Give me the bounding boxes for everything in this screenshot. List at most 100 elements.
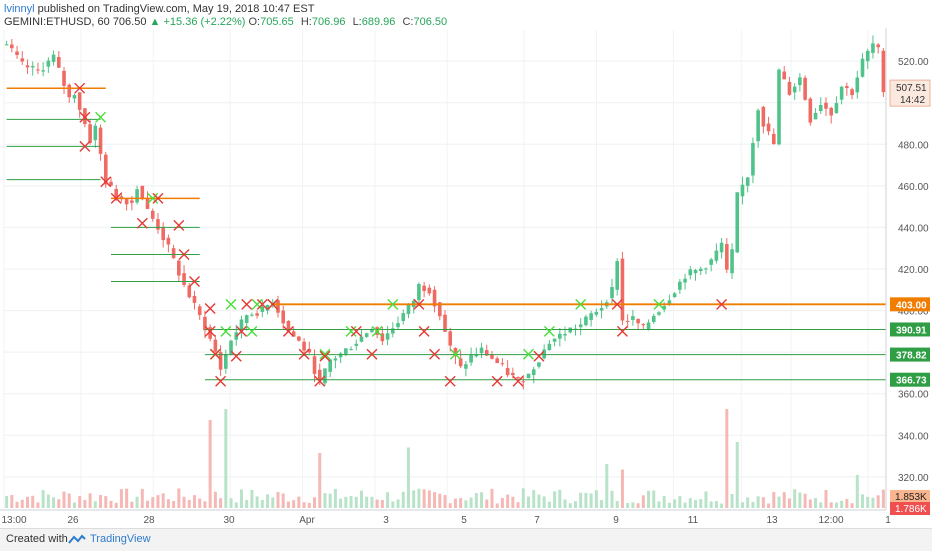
- volume-bar: [787, 498, 791, 508]
- time-tick-label: 12:00: [818, 515, 843, 526]
- candle-body: [511, 372, 515, 376]
- candle-body: [448, 331, 453, 346]
- red-x-mark: [611, 298, 623, 310]
- volume-bar: [104, 496, 108, 508]
- candle-body: [30, 66, 35, 68]
- volume-bar: [756, 496, 760, 508]
- volume-bar: [777, 496, 781, 508]
- volume-bar: [318, 453, 322, 508]
- candle-body: [505, 368, 510, 376]
- volume-bar: [292, 500, 296, 508]
- price-tick-label: 340.00: [898, 431, 929, 442]
- volume-bar: [161, 493, 165, 508]
- candle-body: [364, 333, 369, 337]
- price-chart[interactable]: 320.00340.00360.00380.00400.00420.00440.…: [0, 28, 932, 528]
- candle-body: [344, 348, 348, 355]
- candle-body: [276, 300, 280, 313]
- green-x-mark: [653, 298, 665, 310]
- volume-bar: [735, 442, 739, 508]
- candle-body: [636, 318, 640, 324]
- volume-bar: [803, 493, 807, 508]
- volume-bar: [266, 494, 270, 508]
- volume-bar: [579, 492, 583, 508]
- open-value: 705.65: [260, 16, 294, 28]
- author-link[interactable]: lvinnyl: [4, 3, 35, 15]
- volume-bar: [464, 500, 468, 508]
- candle-body: [25, 65, 30, 68]
- red-x-mark: [267, 298, 279, 310]
- high-label: H:: [300, 16, 312, 28]
- red-x-mark: [110, 192, 122, 204]
- red-x-mark: [230, 350, 242, 362]
- candle-body: [114, 188, 119, 200]
- volume-bar: [427, 490, 431, 508]
- candle-body: [244, 315, 249, 324]
- candle-body: [657, 312, 661, 315]
- volume-bar: [876, 495, 880, 508]
- candle-body: [803, 77, 807, 100]
- candle-body: [328, 359, 332, 372]
- volume-bar: [46, 494, 50, 508]
- volume-bar: [761, 497, 765, 508]
- red-x-mark: [319, 350, 331, 362]
- volume-bar: [78, 495, 82, 508]
- volume-bar: [647, 490, 651, 508]
- volume-bar: [725, 409, 729, 508]
- candle-body: [171, 248, 176, 259]
- candle-body: [354, 343, 359, 346]
- candle-body: [735, 192, 740, 253]
- time-tick-label: 11: [688, 515, 699, 526]
- candle-body: [380, 333, 385, 342]
- candle-body: [542, 349, 546, 359]
- volume-bar: [568, 503, 572, 508]
- volume-bar: [328, 493, 332, 508]
- candle-body: [135, 189, 139, 203]
- candle-body: [584, 316, 588, 326]
- volume-bar: [99, 494, 103, 508]
- candle-body: [484, 350, 489, 356]
- volume-bar: [542, 496, 546, 508]
- tradingview-logo-icon: [68, 534, 86, 544]
- candle-body: [218, 352, 223, 370]
- volume-bar: [594, 490, 598, 508]
- candle-body: [865, 50, 870, 62]
- volume-bar: [600, 500, 604, 508]
- candle-body: [203, 316, 207, 331]
- last-price-label: 507.51: [896, 83, 927, 94]
- candle-body: [719, 242, 724, 253]
- volume-bar: [553, 491, 557, 508]
- red-x-mark: [616, 325, 628, 337]
- candle-body: [845, 86, 849, 89]
- volume-bar: [307, 502, 311, 508]
- candle-body: [56, 57, 61, 68]
- candle-body: [124, 198, 129, 205]
- candle-body: [391, 328, 395, 334]
- candle-body: [51, 54, 56, 62]
- candle-body: [500, 363, 505, 365]
- last-price-tag: [889, 79, 931, 107]
- volume-bar: [297, 496, 301, 508]
- tradingview-brand-link[interactable]: TradingView: [90, 533, 151, 545]
- time-tick-label: Apr: [299, 515, 315, 526]
- volume-bar: [72, 502, 76, 508]
- red-x-mark: [716, 298, 728, 310]
- candle-body: [338, 353, 343, 358]
- candle-body: [787, 81, 792, 95]
- volume-bar: [83, 499, 87, 508]
- volume-bar: [260, 499, 264, 508]
- volume-bar: [333, 488, 337, 508]
- candle-body: [860, 58, 865, 77]
- time-tick-label: 13: [766, 515, 778, 526]
- low-value: 689.96: [361, 16, 396, 28]
- volume-bar: [349, 495, 353, 508]
- level-price-label: 366.73: [896, 376, 927, 387]
- volume-bar: [495, 503, 499, 508]
- volume-bar: [172, 500, 176, 508]
- candle-body: [876, 44, 880, 48]
- candle-body: [709, 259, 713, 265]
- volume-bar: [824, 490, 828, 508]
- time-tick-label: 26: [67, 515, 79, 526]
- publish-info: published on TradingView.com, May 19, 20…: [37, 3, 315, 15]
- candle-body: [552, 338, 557, 342]
